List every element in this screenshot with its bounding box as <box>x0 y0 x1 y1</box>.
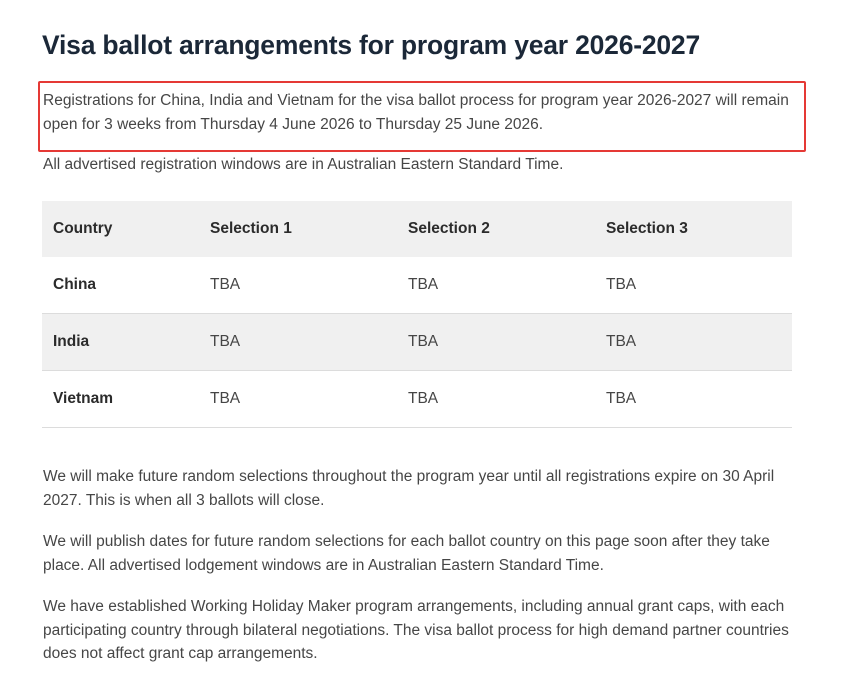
selection-cell: TBA <box>397 370 595 428</box>
paragraph: We will make future random selections th… <box>43 468 775 509</box>
header-row: Country Selection 1 Selection 2 Selection 3 <box>42 201 792 257</box>
page-title: Visa ballot arrangements for program yea… <box>42 30 701 60</box>
table-row: China TBA TBA TBA <box>42 257 792 314</box>
paragraph: We have established Working Holiday Make… <box>43 598 789 662</box>
note: All advertised registration windows are … <box>43 156 564 173</box>
table-row: Vietnam TBA TBA TBA <box>42 370 792 428</box>
country-cell: Vietnam <box>42 370 199 428</box>
column-header: Selection 1 <box>199 201 397 257</box>
ballot-table: Country Selection 1 Selection 2 Selection 3… <box>42 201 792 428</box>
selection-cell: TBA <box>397 313 595 371</box>
column-header: Selection 2 <box>397 201 595 257</box>
selection-cell: TBA <box>397 257 595 314</box>
highlight-box <box>38 81 806 152</box>
selection-cell: TBA <box>595 313 792 371</box>
highlight-text: Registrations for China, India and Vietn… <box>43 92 789 133</box>
selection-cell: TBA <box>199 313 397 371</box>
column-header: Selection 3 <box>595 201 792 257</box>
paragraph: We will publish dates for future random … <box>43 533 770 574</box>
selection-cell: TBA <box>595 257 792 314</box>
table-row: India TBA TBA TBA <box>42 313 792 371</box>
selection-cell: TBA <box>595 370 792 428</box>
selection-cell: TBA <box>199 370 397 428</box>
selection-cell: TBA <box>199 257 397 314</box>
country-cell: China <box>42 257 199 314</box>
country-cell: India <box>42 313 199 371</box>
column-header: Country <box>42 201 199 257</box>
